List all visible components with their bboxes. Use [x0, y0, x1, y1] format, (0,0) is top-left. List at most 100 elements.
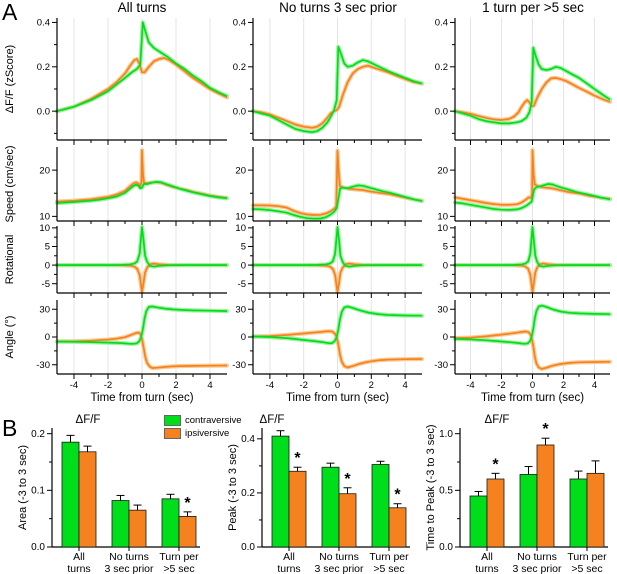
svg-text:Speed (cm/sec): Speed (cm/sec) [4, 145, 16, 222]
svg-text:-4: -4 [70, 380, 78, 391]
line-plot-col2-row0: 0.0 0.2 0.4 [435, 18, 613, 145]
line-plot-col0-row1: 10 20 [39, 147, 230, 226]
svg-text:20: 20 [235, 165, 246, 176]
svg-text:-4: -4 [466, 380, 474, 391]
legend-swatch-ipsiversive [164, 428, 181, 439]
svg-text:Area (-3 to 3 sec): Area (-3 to 3 sec) [17, 445, 29, 530]
svg-text:All: All [283, 551, 295, 563]
svg-text:0.4: 0.4 [241, 434, 255, 445]
svg-text:ΔF/F (zScore): ΔF/F (zScore) [4, 45, 16, 113]
svg-text:-2: -2 [497, 380, 505, 391]
svg-text:0: 0 [241, 260, 246, 271]
svg-text:20: 20 [437, 165, 448, 176]
svg-text:>5 sec: >5 sec [373, 563, 404, 574]
svg-text:*: * [184, 495, 191, 512]
svg-text:10: 10 [39, 212, 50, 223]
svg-text:0.0: 0.0 [37, 106, 50, 117]
svg-text:No turns: No turns [517, 551, 557, 563]
svg-text:3 sec prior: 3 sec prior [512, 563, 562, 574]
svg-text:All: All [481, 551, 493, 563]
svg-text:-5: -5 [440, 279, 448, 290]
line-plot-col2-row2: -5 0 5 10 [437, 223, 613, 298]
svg-text:*: * [344, 471, 351, 488]
svg-text:0: 0 [530, 380, 535, 391]
svg-text:No turns: No turns [109, 551, 149, 563]
svg-text:0: 0 [241, 332, 246, 343]
svg-text:-4: -4 [266, 380, 274, 391]
svg-text:turns: turns [475, 563, 498, 574]
svg-text:0.0: 0.0 [435, 106, 448, 117]
svg-text:10: 10 [235, 223, 246, 234]
svg-text:Time from turn (sec): Time from turn (sec) [90, 392, 193, 404]
svg-text:30: 30 [235, 304, 246, 315]
line-plot-col1-row2: -5 0 5 10 [235, 223, 425, 298]
column-title-1-turn-per-5-sec: 1 turn per >5 sec [482, 0, 584, 15]
svg-text:2: 2 [173, 380, 178, 391]
svg-text:0.2: 0.2 [435, 62, 448, 73]
legend: contraversive ipsiversive [164, 415, 242, 441]
svg-text:2: 2 [369, 380, 374, 391]
legend-item-contraversive: contraversive [164, 415, 242, 426]
svg-text:5: 5 [443, 242, 448, 253]
svg-text:*: * [542, 421, 549, 438]
svg-text:No turns: No turns [319, 551, 359, 563]
svg-text:30: 30 [39, 304, 50, 315]
svg-text:0.0: 0.0 [31, 542, 45, 553]
svg-text:Rotational: Rotational [4, 235, 16, 285]
svg-text:10: 10 [235, 212, 246, 223]
svg-text:4: 4 [207, 380, 212, 391]
legend-swatch-contraversive [164, 415, 181, 426]
svg-text:-2: -2 [299, 380, 307, 391]
svg-text:1.0: 1.0 [439, 429, 453, 440]
svg-text:0.2: 0.2 [37, 62, 50, 73]
svg-text:3 sec prior: 3 sec prior [104, 563, 154, 574]
column-title-no-turns-3-sec-prior: No turns 3 sec prior [279, 0, 397, 15]
svg-text:Turn per: Turn per [369, 551, 409, 563]
svg-text:*: * [294, 450, 301, 467]
svg-text:*: * [394, 487, 401, 504]
svg-text:10: 10 [437, 212, 448, 223]
svg-text:0: 0 [443, 260, 448, 271]
svg-text:ΔF/F: ΔF/F [76, 414, 101, 426]
svg-text:All: All [73, 551, 85, 563]
svg-text:2: 2 [561, 380, 566, 391]
panel-a-label: A [2, 0, 18, 25]
line-plot-col1-row1: 10 20 [235, 147, 425, 226]
svg-text:Time to Peak (-3 to 3 sec): Time to Peak (-3 to 3 sec) [425, 424, 437, 550]
svg-text:>5 sec: >5 sec [163, 563, 194, 574]
legend-label-ipsiversive: ipsiversive [185, 428, 230, 439]
svg-text:4: 4 [592, 380, 597, 391]
svg-text:Angle (°): Angle (°) [4, 316, 16, 359]
line-plot-col0-row3: -30 0 30 -4 -2 0 2 4 Time from turn (sec) [36, 300, 230, 404]
svg-text:10: 10 [437, 223, 448, 234]
line-plot-col2-row3: -30 0 30 -4 -2 0 2 4 Time from turn (sec) [434, 300, 613, 404]
svg-text:ΔF/F: ΔF/F [485, 414, 510, 426]
svg-text:-30: -30 [36, 360, 50, 371]
svg-text:10: 10 [39, 223, 50, 234]
svg-text:5: 5 [241, 242, 246, 253]
svg-text:Turn per: Turn per [567, 551, 607, 563]
svg-text:0.5: 0.5 [439, 486, 453, 497]
line-plot-col1-row3: -30 0 30 -4 -2 0 2 4 Time from turn (sec) [232, 300, 425, 404]
svg-text:Turn per: Turn per [159, 551, 199, 563]
svg-text:3 sec prior: 3 sec prior [314, 563, 364, 574]
line-plot-col2-row1: 10 20 [437, 147, 613, 226]
svg-text:0: 0 [139, 380, 144, 391]
svg-text:20: 20 [39, 165, 50, 176]
svg-text:0.4: 0.4 [435, 18, 448, 29]
svg-text:0.1: 0.1 [31, 486, 45, 497]
svg-text:4: 4 [402, 380, 407, 391]
svg-text:0.2: 0.2 [241, 488, 255, 499]
svg-text:0.0: 0.0 [241, 542, 255, 553]
svg-text:30: 30 [437, 304, 448, 315]
svg-text:0: 0 [45, 260, 50, 271]
svg-text:-30: -30 [232, 360, 246, 371]
line-plot-col1-row0: 0.0 0.2 0.4 [233, 18, 425, 145]
svg-text:turns: turns [277, 563, 300, 574]
svg-text:turns: turns [67, 563, 90, 574]
